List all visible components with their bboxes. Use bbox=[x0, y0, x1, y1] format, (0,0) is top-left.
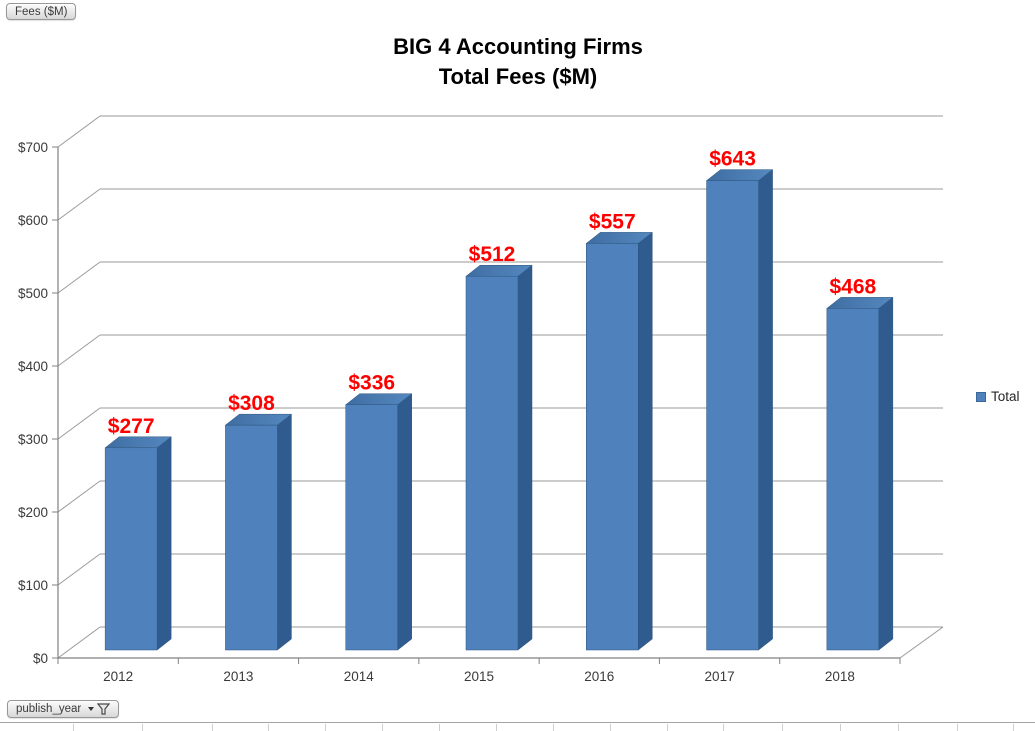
y-axis-label: $400 bbox=[18, 359, 48, 374]
fees-field-button[interactable]: Fees ($M) bbox=[6, 3, 77, 20]
x-axis-label: 2014 bbox=[344, 669, 375, 684]
worksheet-column-divider bbox=[840, 724, 841, 731]
dropdown-arrow-icon bbox=[88, 707, 94, 711]
worksheet-column-divider bbox=[268, 724, 269, 731]
x-axis-label: 2016 bbox=[584, 669, 614, 684]
y-axis-label: $500 bbox=[18, 286, 48, 301]
worksheet-column-divider bbox=[723, 724, 724, 731]
y-axis-label: $600 bbox=[18, 213, 48, 228]
bar-data-label: $468 bbox=[829, 275, 876, 298]
bar-2017[interactable] bbox=[705, 169, 774, 651]
worksheet-column-divider bbox=[1013, 724, 1014, 731]
worksheet-column-divider bbox=[898, 724, 899, 731]
publish-year-field-label: publish_year bbox=[16, 703, 82, 715]
worksheet-column-divider bbox=[553, 724, 554, 731]
x-axis-label: 2015 bbox=[464, 669, 494, 684]
chart-title-line1: BIG 4 Accounting Firms bbox=[393, 34, 643, 59]
worksheet-column-divider bbox=[782, 724, 783, 731]
publish-year-field-button[interactable]: publish_year bbox=[7, 700, 119, 718]
bar-data-label: $557 bbox=[589, 210, 636, 233]
side-wall-gridline bbox=[57, 626, 101, 659]
x-axis-label: 2012 bbox=[103, 669, 133, 684]
y-axis-label: $100 bbox=[18, 578, 48, 593]
side-wall-gridline bbox=[57, 480, 101, 513]
bar-data-label: $643 bbox=[709, 148, 756, 171]
worksheet-column-divider bbox=[957, 724, 958, 731]
side-wall-gridline bbox=[57, 188, 101, 221]
bar-2018[interactable] bbox=[826, 296, 894, 651]
legend-label-total: Total bbox=[991, 389, 1020, 404]
y-axis-label: $200 bbox=[18, 505, 48, 520]
chart-title-line2: Total Fees ($M) bbox=[438, 64, 598, 89]
bar-data-label: $336 bbox=[348, 372, 395, 395]
bar-2012[interactable] bbox=[104, 436, 172, 651]
floor-right-edge bbox=[899, 626, 944, 659]
bar-2013[interactable] bbox=[224, 413, 293, 651]
side-wall-gridline bbox=[57, 115, 101, 148]
y-axis-label: $0 bbox=[33, 651, 48, 666]
side-wall-gridline bbox=[57, 261, 101, 294]
x-axis-label: 2017 bbox=[705, 669, 735, 684]
worksheet-column-grid bbox=[0, 722, 1035, 731]
chart-legend: Total bbox=[976, 389, 1020, 404]
bar-2015[interactable] bbox=[465, 264, 533, 651]
worksheet-column-divider bbox=[496, 724, 497, 731]
bar-data-label: $277 bbox=[108, 415, 155, 438]
bar-data-label: $308 bbox=[228, 392, 275, 415]
worksheet-column-divider bbox=[212, 724, 213, 731]
worksheet-column-divider bbox=[382, 724, 383, 731]
x-axis-label: 2018 bbox=[825, 669, 855, 684]
worksheet-column-divider bbox=[325, 724, 326, 731]
y-axis-label: $300 bbox=[18, 432, 48, 447]
fees-field-label: Fees ($M) bbox=[15, 5, 68, 18]
worksheet-column-divider bbox=[142, 724, 143, 731]
legend-swatch-total bbox=[976, 391, 986, 402]
x-axis-label: 2013 bbox=[223, 669, 253, 684]
bar-2016[interactable] bbox=[585, 231, 654, 651]
worksheet-column-divider bbox=[73, 724, 74, 731]
chart-title: BIG 4 Accounting Firms Total Fees ($M) bbox=[318, 32, 718, 92]
y-axis-label: $700 bbox=[18, 140, 48, 155]
bar-2014[interactable] bbox=[344, 393, 413, 651]
worksheet-column-divider bbox=[667, 724, 668, 731]
side-wall-gridline bbox=[57, 553, 101, 586]
worksheet-column-divider bbox=[439, 724, 440, 731]
filter-funnel-icon bbox=[97, 702, 110, 715]
worksheet-column-divider bbox=[610, 724, 611, 731]
side-wall-gridline bbox=[57, 334, 101, 367]
bar-data-label: $512 bbox=[469, 243, 516, 266]
side-wall-gridline bbox=[57, 407, 101, 440]
